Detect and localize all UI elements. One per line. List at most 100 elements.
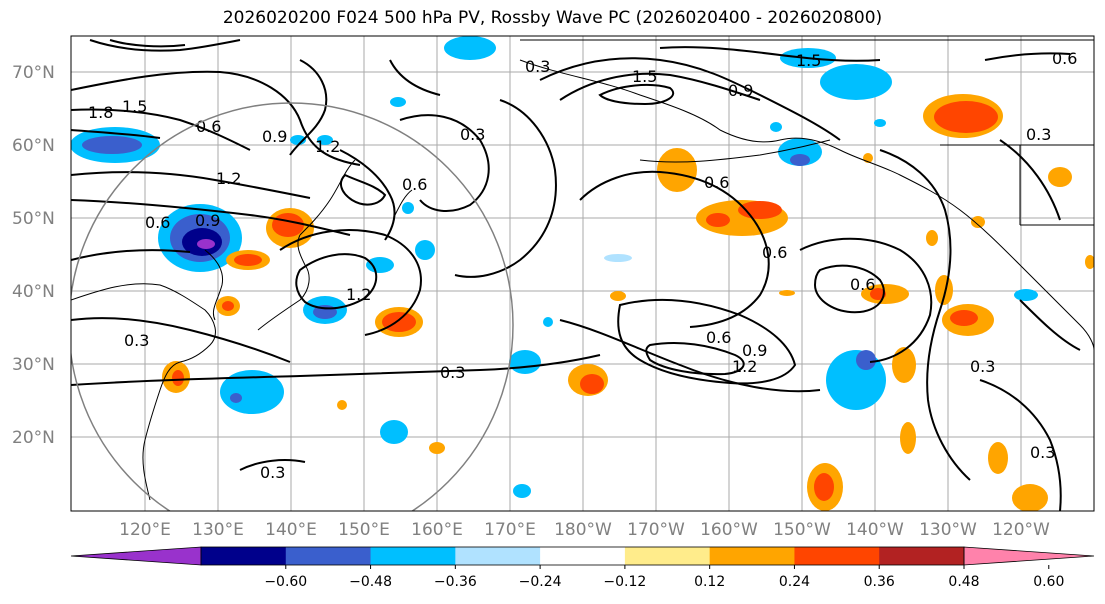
neg-anomaly-patch xyxy=(366,257,394,273)
colorbar: −0.60 −0.48 −0.36 −0.24 −0.12 0.12 0.24 0.36 0.4… xyxy=(70,546,1095,590)
pos-anomaly-patch xyxy=(580,374,604,394)
lat-label: 20°N xyxy=(12,428,55,448)
contour-label: 0.9 xyxy=(728,81,753,100)
pv-contours xyxy=(71,39,1081,511)
contour-label: 0.6 xyxy=(704,173,729,192)
lat-label: 30°N xyxy=(12,355,55,375)
neg-anomaly-patch xyxy=(543,317,553,327)
contour-label: 0.6 xyxy=(196,117,221,136)
contour-label: 0.9 xyxy=(195,211,220,230)
pos-anomaly-patch xyxy=(1012,484,1048,511)
neg-anomaly-patch xyxy=(230,393,242,403)
pos-anomaly-patch xyxy=(337,400,347,410)
contour-label: 0.9 xyxy=(262,127,287,146)
colorbar-tick-label: −0.60 xyxy=(264,574,307,590)
pos-anomaly-patch xyxy=(934,101,998,133)
pos-anomaly-patch xyxy=(971,216,985,228)
pos-anomaly-patch xyxy=(892,347,916,383)
contour-label: 1.2 xyxy=(315,137,340,156)
contour-label: 1.5 xyxy=(796,51,821,70)
colorbar-tick-label: −0.24 xyxy=(519,574,562,590)
colorbar-tick-label: −0.48 xyxy=(349,574,392,590)
contour-label: 0.3 xyxy=(525,57,550,76)
pos-anomaly-patch xyxy=(814,473,834,501)
pos-anomaly-patch xyxy=(382,312,416,332)
latitude-labels: 70°N 60°N 50°N 40°N 30°N 20°N xyxy=(12,63,55,448)
pos-anomaly-patch xyxy=(926,230,938,246)
pos-anomaly-patch xyxy=(1048,167,1072,187)
pos-anomaly-patch xyxy=(988,442,1008,474)
contour-label: 0.3 xyxy=(124,331,149,350)
colorbar-tick-label: 0.24 xyxy=(779,574,810,590)
longitude-labels: 120°E 130°E 140°E 150°E 160°E 170°E 180°… xyxy=(119,520,1050,540)
colorbar-tick-label: −0.36 xyxy=(434,574,477,590)
contour-label: 0.6 xyxy=(145,213,170,232)
contour-labels: 1.8 1.5 0.6 1.2 0.9 0.6 0.9 1.2 0.6 0.3 … xyxy=(88,49,1077,482)
pos-anomaly-patch xyxy=(900,422,916,454)
pos-anomaly-patch xyxy=(779,290,795,296)
pos-anomaly-patch xyxy=(1085,255,1094,269)
lat-label: 70°N xyxy=(12,63,55,83)
neg-anomaly-patch xyxy=(390,97,406,107)
lon-label: 130°W xyxy=(919,520,977,540)
contour-label: 0.3 xyxy=(1026,125,1051,144)
range-circle xyxy=(71,102,514,511)
lon-label: 150°E xyxy=(338,520,390,540)
colorbar-segment xyxy=(624,547,711,565)
map-title: 2026020200 F024 500 hPa PV, Rossby Wave … xyxy=(222,8,883,28)
contour-label: 0.6 xyxy=(706,328,731,347)
neg-anomaly-patch xyxy=(604,254,632,262)
lon-label: 120°E xyxy=(119,520,171,540)
contour-label: 1.2 xyxy=(216,169,241,188)
neg-anomaly-patch xyxy=(820,64,892,100)
pos-anomaly-patch xyxy=(610,291,626,301)
neg-anomaly-patch xyxy=(826,350,886,410)
neg-anomaly-patch xyxy=(380,420,408,444)
lon-label: 150°W xyxy=(773,520,831,540)
neg-anomaly-patch xyxy=(82,136,142,154)
neg-anomaly-patch xyxy=(1014,289,1038,301)
coastlines xyxy=(71,39,1094,501)
pos-anomaly-patch xyxy=(706,213,730,227)
colorbar-tick-label: 0.12 xyxy=(694,574,725,590)
colorbar-segment xyxy=(370,547,456,565)
pos-anomaly-patch xyxy=(870,288,886,300)
contour-label: 1.5 xyxy=(122,97,147,116)
pos-anomaly-patch xyxy=(172,370,184,386)
colorbar-segment xyxy=(201,547,287,565)
lon-label: 170°E xyxy=(484,520,536,540)
lon-label: 160°E xyxy=(411,520,463,540)
map-frame xyxy=(70,35,1095,512)
colorbar-tick-label: 0.48 xyxy=(948,574,979,590)
lon-label: 180°W xyxy=(554,520,612,540)
contour-label: 0.3 xyxy=(970,357,995,376)
colorbar-tick-label: 0.60 xyxy=(1033,574,1064,590)
contour-label: 0.6 xyxy=(850,275,875,294)
neg-anomaly-patch xyxy=(317,135,333,145)
lon-label: 160°W xyxy=(700,520,758,540)
neg-anomaly-patch xyxy=(402,202,414,214)
colorbar-segment xyxy=(455,547,541,565)
pos-anomaly-patch xyxy=(950,310,978,326)
contour-label: 0.3 xyxy=(260,463,285,482)
colorbar-segment xyxy=(540,547,626,565)
colorbar-segment xyxy=(879,547,965,565)
neg-anomaly-patch xyxy=(770,122,782,132)
contour-label: 0.6 xyxy=(1052,49,1077,68)
pos-anomaly-patch xyxy=(222,301,234,311)
neg-anomaly-patch xyxy=(197,239,215,249)
lat-label: 50°N xyxy=(12,209,55,229)
contour-label: 0.9 xyxy=(742,341,767,360)
neg-anomaly-patch xyxy=(444,36,496,60)
contour-label: 0.3 xyxy=(440,363,465,382)
colorbar-extend-high xyxy=(963,546,1095,566)
pos-anomaly-patch xyxy=(272,213,304,237)
neg-anomaly-patch xyxy=(790,154,810,166)
colorbar-segment xyxy=(794,547,880,565)
neg-anomaly-patch xyxy=(856,350,876,370)
colorbar-tick-label: −0.12 xyxy=(603,574,646,590)
lon-label: 140°W xyxy=(846,520,904,540)
contour-label: 1.2 xyxy=(346,285,371,304)
lon-label: 140°E xyxy=(265,520,317,540)
